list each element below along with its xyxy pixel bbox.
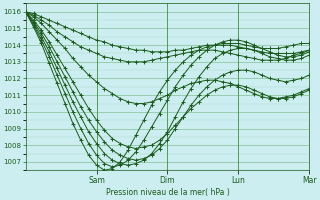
X-axis label: Pression niveau de la mer( hPa ): Pression niveau de la mer( hPa ) (106, 188, 229, 197)
